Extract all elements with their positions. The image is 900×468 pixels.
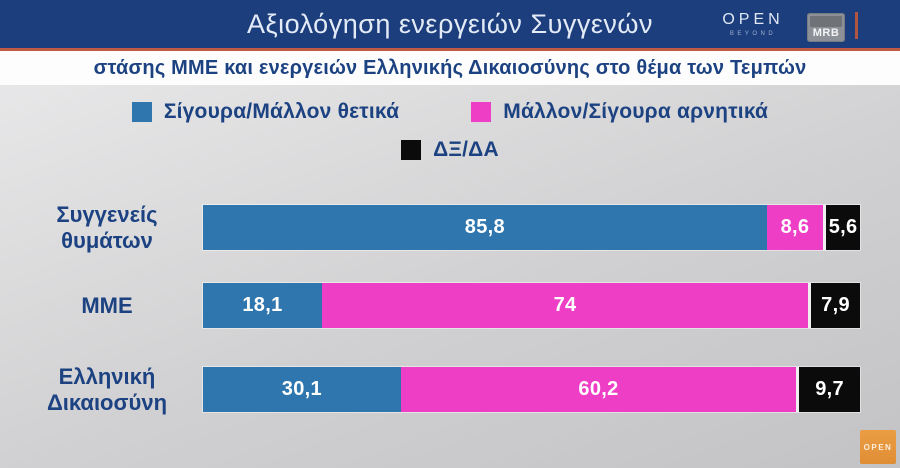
legend-swatch-dk	[401, 140, 422, 160]
header-bar: Αξιολόγηση ενεργειών Συγγενών OPEN BEYON…	[0, 0, 900, 48]
header-accent-rule	[0, 48, 900, 51]
open-logo-subtext: BEYOND	[729, 31, 777, 37]
mrb-logo-top	[810, 16, 842, 27]
chart-legend: Σίγουρα/Μάλλον θετικά Μάλλον/Σίγουρα αρν…	[0, 100, 900, 176]
legend-label-negative: Μάλλον/Σίγουρα αρνητικά	[503, 100, 769, 123]
segment-positive: 18,1	[203, 283, 322, 328]
segment-value: 9,7	[815, 378, 844, 400]
open-beyond-logo: OPEN BEYOND	[714, 11, 792, 37]
bar-track-media: 18,1 74 7,9	[203, 283, 860, 328]
open-logo-text: OPEN	[722, 11, 784, 28]
segment-negative: 8,6	[766, 205, 824, 250]
segment-negative: 74	[321, 283, 809, 328]
segment-value: 5,6	[828, 216, 858, 238]
watermark-text: OPEN	[863, 442, 893, 452]
segment-dk: 5,6	[823, 205, 860, 250]
segment-value: 60,2	[578, 378, 619, 400]
segment-dk: 9,7	[796, 367, 860, 412]
bar-row-justice: Ελληνική Δικαιοσύνη 30,1 60,2 9,7	[0, 363, 900, 415]
segment-value: 7,9	[821, 294, 850, 316]
segment-value: 74	[553, 294, 577, 316]
page-title: Αξιολόγηση ενεργειών Συγγενών	[246, 8, 654, 39]
mrb-logo-text: MRB	[812, 27, 840, 39]
bar-track-justice: 30,1 60,2 9,7	[203, 367, 860, 412]
category-label-media: ΜΜΕ	[81, 292, 133, 318]
segment-value: 30,1	[281, 378, 322, 400]
segment-positive: 30,1	[203, 367, 401, 412]
mrb-logo: MRB	[807, 13, 845, 42]
category-label-justice: Ελληνική Δικαιοσύνη	[46, 363, 168, 415]
legend-swatch-negative	[471, 102, 492, 122]
subtitle-band: στάσης ΜΜΕ και ενεργειών Ελληνικής Δικαι…	[0, 51, 900, 85]
legend-row-2: ΔΞ/ΔΑ	[0, 138, 900, 162]
legend-swatch-positive	[131, 102, 152, 122]
chart-subtitle: στάσης ΜΜΕ και ενεργειών Ελληνικής Δικαι…	[93, 56, 807, 79]
bar-row-relatives: Συγγενείς θυμάτων 85,8 8,6 5,6	[0, 201, 900, 253]
segment-value: 8,6	[780, 216, 810, 238]
legend-label-positive: Σίγουρα/Μάλλον θετικά	[163, 100, 400, 123]
bar-row-media: ΜΜΕ 18,1 74 7,9	[0, 283, 900, 328]
segment-negative: 60,2	[400, 367, 797, 412]
legend-row-1: Σίγουρα/Μάλλον θετικά Μάλλον/Σίγουρα αρν…	[0, 100, 900, 124]
segment-dk: 7,9	[808, 283, 860, 328]
open-channel-watermark: OPEN	[860, 430, 896, 464]
legend-label-dk: ΔΞ/ΔΑ	[433, 138, 499, 161]
segment-value: 18,1	[242, 294, 283, 316]
header-accent-tick	[855, 12, 858, 39]
legend-item-dk: ΔΞ/ΔΑ	[401, 138, 499, 162]
segment-positive: 85,8	[203, 205, 767, 250]
legend-item-negative: Μάλλον/Σίγουρα αρνητικά	[471, 100, 768, 124]
segment-value: 85,8	[464, 216, 505, 238]
legend-item-positive: Σίγουρα/Μάλλον θετικά	[131, 100, 400, 124]
bar-track-relatives: 85,8 8,6 5,6	[203, 205, 860, 250]
category-label-relatives: Συγγενείς θυμάτων	[56, 201, 158, 253]
